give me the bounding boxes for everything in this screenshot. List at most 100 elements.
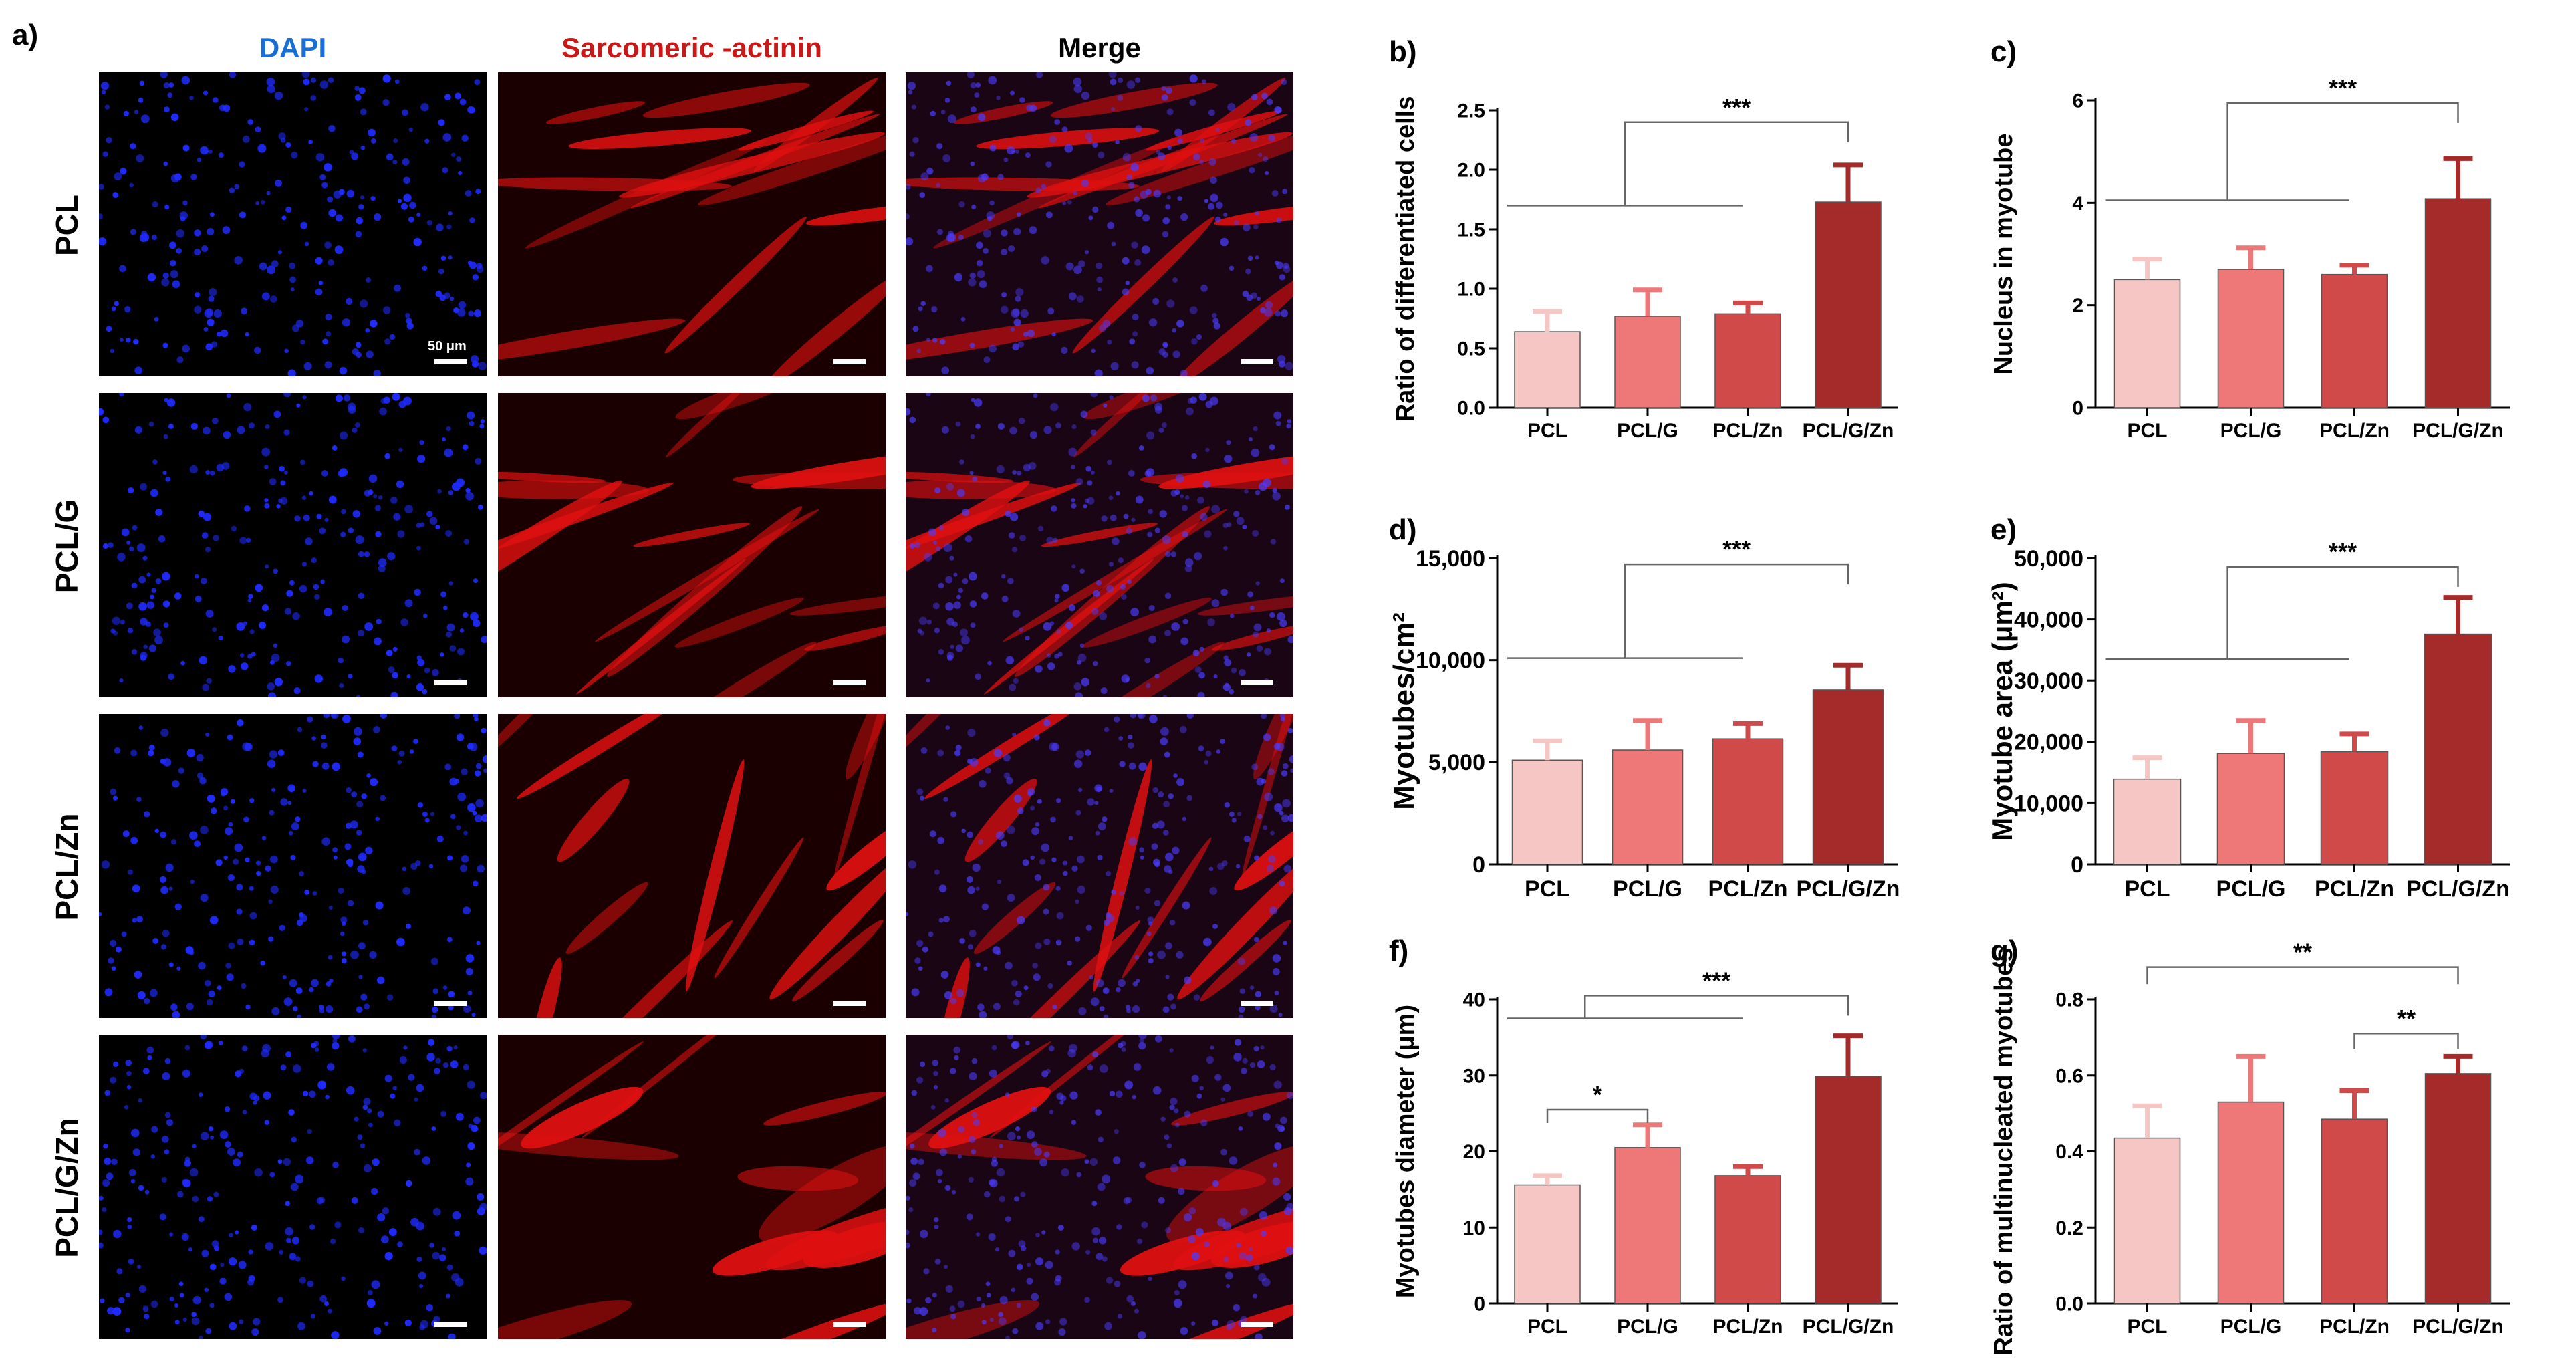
micrograph-dapi-pcl: 50 μm	[99, 72, 487, 376]
significance-label: ***	[2329, 74, 2357, 102]
x-tick-label: PCL/G/Zn	[1803, 420, 1894, 442]
chart-c: c) Nucleus in myotube 0 2 4 6 PCL PCL/G PCL/Zn PC…	[1978, 27, 2553, 495]
bar-pcl-zn	[2321, 273, 2388, 408]
bar-pcl	[1514, 331, 1581, 408]
y-axis-label: Nucleus in myotube	[1990, 133, 2018, 374]
col-header-dapi: DAPI	[259, 32, 327, 64]
bar-pcl	[2113, 279, 2181, 408]
x-tick-label: PCL/G/Zn	[1797, 876, 1900, 902]
x-tick-label: PCL/G	[2220, 1316, 2282, 1338]
scale-bar	[434, 1322, 467, 1327]
significance-label: *	[1593, 1081, 1602, 1108]
y-tick-label: 2.0	[1457, 160, 1485, 182]
significance-bracket	[1584, 995, 1849, 1019]
x-tick-label: PCL/G/Zn	[2406, 876, 2510, 902]
bar-pcl-zn	[1714, 313, 1781, 408]
x-tick-label: PCL/Zn	[2319, 420, 2390, 442]
micrograph-actinin-pcl-zn	[498, 714, 886, 1018]
x-tick-label: PCL	[1525, 876, 1570, 902]
bar-pcl	[1511, 759, 1583, 865]
micrograph-merge-pcl-zn	[906, 714, 1293, 1018]
scale-bar	[434, 359, 467, 364]
col-header-actinin: Sarcomeric -actinin	[561, 32, 822, 64]
panel-letter: f)	[1389, 935, 1408, 967]
bar-pcl-zn	[2320, 751, 2389, 865]
bar-pcl-zn	[1712, 738, 1784, 865]
micrograph-dapi-pcl-zn	[99, 714, 487, 1018]
scale-bar-label: 50 μm	[428, 339, 467, 354]
chart-e: e) Myotube area (μm²) 0 10,000 20,000 30,000 4…	[1978, 505, 2553, 973]
y-axis-label: Ratio of multinucleated myotubes	[1990, 947, 2018, 1355]
bar-pcl	[2113, 1137, 2181, 1304]
chart-g: g) Ratio of multinucleated myotubes 0.0 0.2…	[1978, 926, 2553, 1367]
bar-pcl-g-zn	[2424, 1073, 2492, 1304]
panel-letter: c)	[1990, 35, 2017, 68]
scale-bar	[434, 1001, 467, 1006]
y-tick-label: 0.8	[2055, 989, 2083, 1011]
bar-pcl	[1514, 1184, 1581, 1304]
significance-label: ***	[1702, 967, 1730, 994]
scale-bar	[1241, 680, 1273, 685]
panel-letter: e)	[1990, 513, 2017, 546]
x-tick-label: PCL/Zn	[2315, 876, 2394, 902]
chart-f: f) Myotubes diameter (μm) 0 10 20 30 40 PCL PCL/…	[1377, 926, 1938, 1367]
x-tick-label: PCL/G	[2220, 420, 2282, 442]
row-label-pcl-g: PCL/G	[49, 499, 84, 594]
bar-pcl-g-zn	[1815, 1076, 1882, 1304]
y-tick-label: 40,000	[2014, 608, 2083, 633]
y-tick-label: 5,000	[1428, 750, 1485, 775]
chart-d: d) Myotubes/cm² 0 5,000 10,000 15,000 PCL PCL/G…	[1377, 505, 1938, 973]
significance-label: **	[2397, 1005, 2416, 1032]
row-label-pcl-zn: PCL/Zn	[49, 813, 84, 921]
y-tick-label: 1.0	[1457, 279, 1485, 301]
x-tick-label: PCL/G/Zn	[1803, 1316, 1894, 1338]
y-axis-label: Myotubes diameter (μm)	[1392, 1005, 1420, 1298]
bar-pcl-g-zn	[1812, 689, 1884, 865]
x-tick-label: PCL/G/Zn	[2412, 1316, 2504, 1338]
x-tick-label: PCL	[2128, 420, 2168, 442]
micrograph-dapi-pcl-g	[99, 393, 487, 697]
scale-bar	[1241, 1322, 1273, 1327]
x-tick-label: PCL/Zn	[2319, 1316, 2390, 1338]
bar-pcl-g	[1614, 316, 1681, 408]
y-tick-label: 0	[1472, 852, 1485, 878]
y-tick-label: 0	[2071, 852, 2083, 878]
y-tick-label: 15,000	[1416, 546, 1485, 572]
y-tick-label: 0.0	[1457, 398, 1485, 420]
x-tick-label: PCL/Zn	[1708, 876, 1788, 902]
y-tick-label: 10,000	[1416, 648, 1485, 674]
y-tick-label: 40	[1463, 989, 1485, 1011]
col-header-merge: Merge	[1058, 32, 1141, 64]
y-tick-label: 10,000	[2014, 791, 2083, 816]
y-tick-label: 2.5	[1457, 100, 1485, 122]
significance-bracket	[2146, 966, 2459, 985]
bar-pcl-g	[1614, 1147, 1681, 1304]
y-tick-label: 0.2	[2055, 1217, 2083, 1239]
y-tick-label: 0.6	[2055, 1065, 2083, 1087]
y-tick-label: 2	[2072, 295, 2083, 317]
significance-bracket	[2353, 1032, 2459, 1049]
significance-bracket	[1624, 121, 1849, 206]
x-tick-label: PCL	[1527, 420, 1567, 442]
x-tick-label: PCL	[1527, 1316, 1567, 1338]
scale-bar	[833, 359, 866, 364]
significance-label: ***	[2329, 538, 2357, 566]
chart-b: b) Ratio of differentiated cells 0.0 0.5 1.0…	[1377, 27, 1938, 495]
panel-a-letter: a)	[12, 19, 39, 51]
bar-pcl-g-zn	[2424, 198, 2492, 408]
bar-pcl-zn	[1714, 1175, 1781, 1304]
micrograph-actinin-pcl-g	[498, 393, 886, 697]
micrograph-dapi-pcl-g-zn	[99, 1035, 487, 1339]
bar-pcl-zn	[2321, 1118, 2388, 1304]
bar-pcl-g-zn	[1815, 201, 1882, 408]
row-label-pcl: PCL	[49, 195, 84, 256]
y-tick-label: 20	[1463, 1141, 1485, 1163]
significance-label: ***	[1722, 535, 1751, 563]
bar-pcl	[2113, 778, 2182, 865]
micrograph-merge-pcl-g	[906, 393, 1293, 697]
micrograph-actinin-pcl	[498, 72, 886, 376]
significance-label: **	[2293, 939, 2312, 966]
y-tick-label: 0.4	[2055, 1141, 2083, 1163]
y-axis-label: Myotubes/cm²	[1388, 612, 1420, 810]
y-tick-label: 1.5	[1457, 219, 1485, 241]
